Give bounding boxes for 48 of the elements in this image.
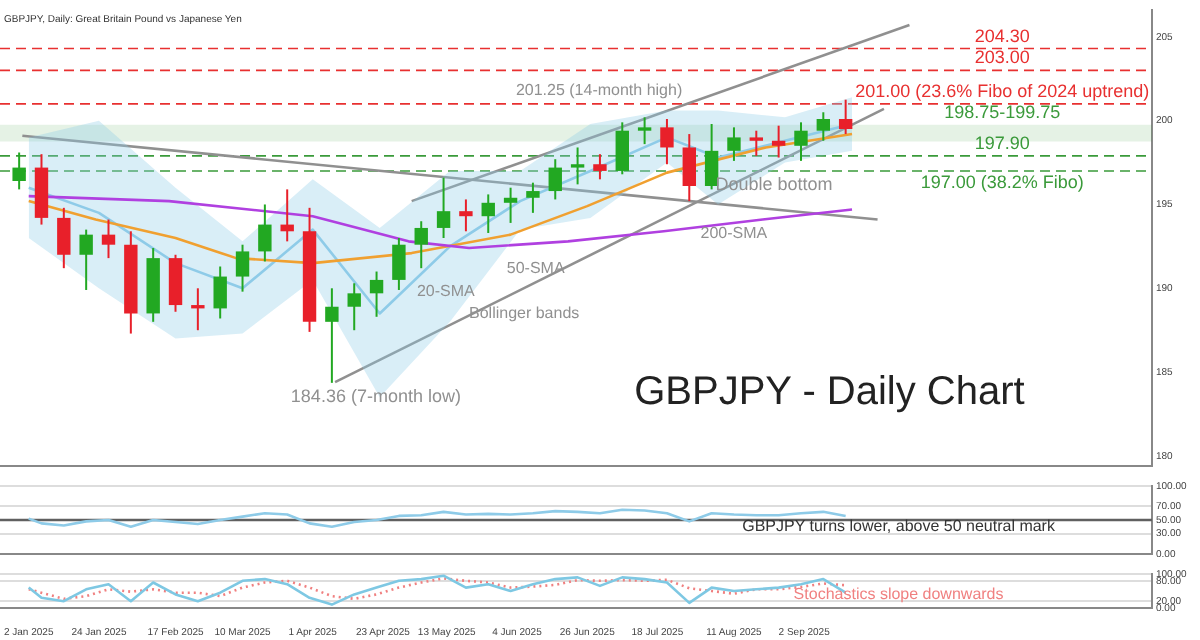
- candlestick: [660, 117, 674, 166]
- candlestick: [526, 181, 540, 214]
- ref-line-label: 197.90: [974, 132, 1030, 153]
- annotation: 200-SMA: [700, 223, 769, 242]
- candlestick: [459, 198, 473, 233]
- annotation: 201.25 (14-month high): [515, 80, 683, 99]
- candlestick: [12, 151, 26, 191]
- band-label: 198.75-199.75: [944, 101, 1061, 122]
- candlestick: [235, 243, 250, 293]
- candlestick: [771, 124, 786, 159]
- candlestick: [749, 129, 763, 157]
- candlestick: [79, 228, 93, 291]
- candlestick: [392, 237, 406, 291]
- candlestick: [481, 193, 495, 234]
- candlestick: [101, 218, 116, 260]
- candlestick: [213, 265, 227, 320]
- candlestick: [727, 126, 741, 162]
- candlestick: [593, 153, 607, 181]
- candlestick: [816, 111, 831, 142]
- annotation: GBPJPY turns lower, above 50 neutral mark: [742, 517, 1057, 536]
- candlestick: [325, 287, 339, 384]
- candlestick: [548, 158, 562, 201]
- candlestick: [682, 133, 696, 203]
- text: GBPJPY - Daily Chart: [634, 370, 1026, 415]
- candlestick: [436, 176, 451, 239]
- annotation: 184.36 (7-month low): [290, 385, 461, 406]
- candlestick: [637, 116, 652, 146]
- candlestick: [570, 146, 585, 186]
- candlestick: [615, 121, 629, 176]
- annotation: 50-SMA: [506, 258, 566, 277]
- candlestick: [838, 98, 853, 136]
- candlestick: [369, 270, 384, 318]
- candlestick: [704, 123, 719, 191]
- candlestick: [57, 206, 71, 270]
- candlestick: [794, 121, 808, 162]
- annotation: 20-SMA: [416, 282, 477, 301]
- ref-line-label: 197.00 (38.2% Fibo): [920, 171, 1084, 192]
- ref-line-label: 201.00 (23.6% Fibo of 2024 uptrend): [855, 80, 1150, 101]
- candlestick: [503, 186, 518, 224]
- candlestick: [414, 220, 428, 270]
- ref-line-label: 204.30: [974, 25, 1030, 46]
- candlestick: [168, 253, 183, 313]
- annotation: Bollinger bands: [469, 303, 580, 322]
- candlestick: [347, 282, 361, 332]
- candlestick: [258, 203, 272, 263]
- ref-line-label: 203.00: [974, 47, 1030, 68]
- candlestick: [191, 287, 205, 332]
- annotation: Stochastics slope downwards: [793, 584, 1004, 603]
